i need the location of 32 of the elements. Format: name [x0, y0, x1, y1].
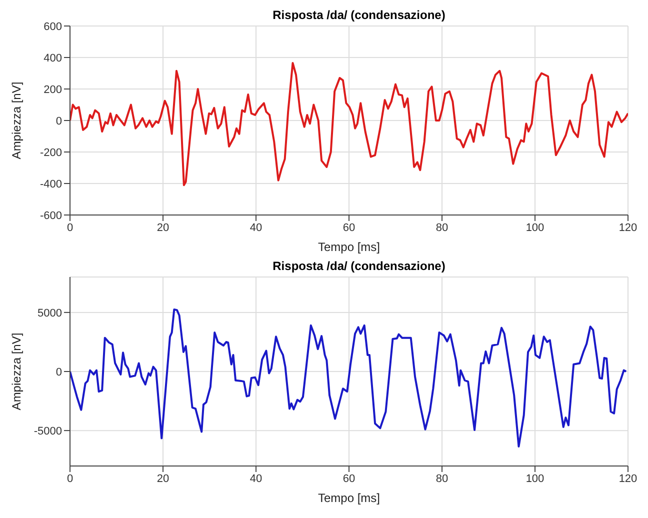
y-tick-label: 0	[56, 366, 62, 378]
y-tick-label: -5000	[34, 425, 62, 438]
x-tick-label: 0	[66, 222, 74, 234]
x-tick-label: 40	[250, 222, 262, 234]
chart-title: Risposta /da/ (condensazione)	[272, 259, 446, 273]
x-tick-label: 20	[156, 472, 170, 485]
x-axis-title: Tempo [ms]	[318, 491, 380, 505]
y-tick-label: 200	[44, 84, 62, 96]
x-tick-label: 100	[526, 472, 544, 485]
y-tick-label: -400	[40, 178, 62, 190]
y-tick-label: -600	[40, 210, 62, 222]
x-tick-label: 0	[66, 472, 74, 485]
chart-title: Risposta /da/ (condensazione)	[272, 8, 446, 22]
x-tick-label: 60	[342, 222, 356, 234]
x-tick-label: 120	[618, 472, 638, 485]
y-tick-label: 5000	[38, 307, 62, 320]
y-tick-label: 0	[56, 115, 62, 128]
x-tick-label: 100	[526, 222, 544, 234]
x-axis-title: Tempo [ms]	[318, 240, 380, 254]
x-tick-label: 80	[436, 222, 448, 234]
x-tick-label: 40	[250, 472, 262, 485]
x-tick-label: 60	[342, 472, 356, 485]
y-tick-label: -200	[40, 146, 62, 159]
y-axis-title: Ampiezza [nV]	[9, 82, 24, 160]
y-tick-label: 400	[44, 52, 62, 64]
line-series	[70, 308, 628, 448]
y-axis-title: Ampiezza [nV]	[9, 332, 24, 410]
y-tick-label: 600	[44, 20, 62, 33]
line-series	[70, 62, 628, 186]
x-tick-label: 80	[436, 472, 448, 485]
x-tick-label: 120	[618, 222, 638, 234]
x-tick-label: 20	[156, 222, 170, 234]
